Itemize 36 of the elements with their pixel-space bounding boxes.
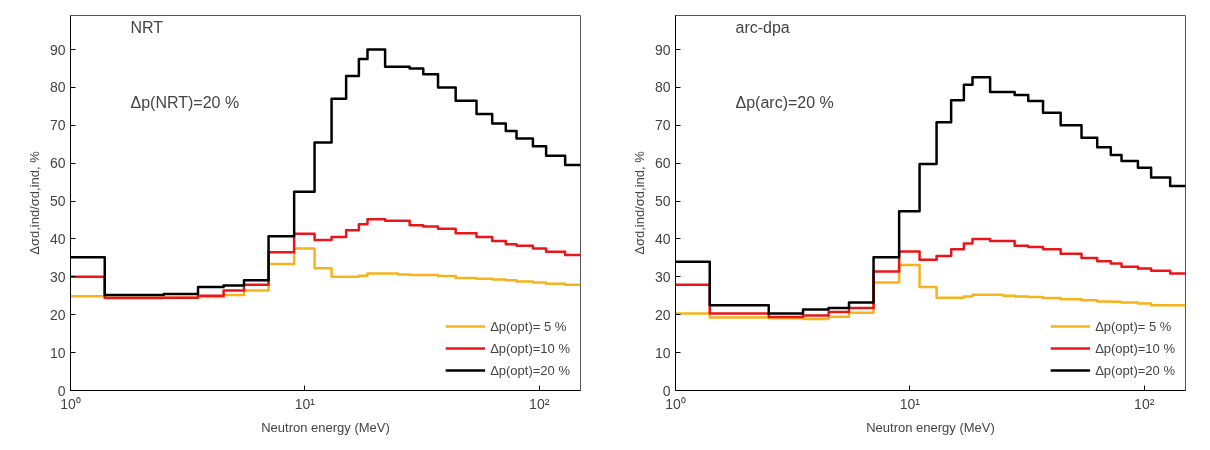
x-axis-title: Neutron energy (MeV) xyxy=(866,419,995,435)
y-axis-title: Δσd,ind/σd,ind, % xyxy=(631,150,647,255)
legend-label: Δp(opt)= 5 % xyxy=(490,318,567,334)
y-tick-label: 30 xyxy=(49,268,66,285)
legend-label: Δp(opt)=10 % xyxy=(490,340,570,356)
y-tick-label: 80 xyxy=(49,79,66,96)
legend-label: Δp(opt)=10 % xyxy=(1095,340,1175,356)
legend-label: Δp(opt)=20 % xyxy=(1095,362,1175,378)
annotation: Δp(arc)=20 % xyxy=(735,93,834,111)
y-tick-label: 90 xyxy=(49,41,66,58)
y-tick-label: 70 xyxy=(49,117,66,134)
x-tick-label: 10¹ xyxy=(294,395,316,412)
y-tick-label: 60 xyxy=(654,155,671,172)
y-tick-label: 10 xyxy=(49,344,66,361)
legend-label: Δp(opt)=20 % xyxy=(490,362,570,378)
legend-label: Δp(opt)= 5 % xyxy=(1095,318,1172,334)
y-tick-label: 40 xyxy=(654,230,671,247)
annotation: arc-dpa xyxy=(735,18,790,36)
annotation: NRT xyxy=(130,18,164,36)
x-tick-label: 10² xyxy=(529,395,550,412)
y-tick-label: 50 xyxy=(654,193,671,210)
y-tick-label: 40 xyxy=(49,230,66,247)
x-tick-label: 10¹ xyxy=(899,395,921,412)
y-tick-label: 50 xyxy=(49,193,66,210)
y-tick-label: 60 xyxy=(49,155,66,172)
y-tick-label: 20 xyxy=(654,306,671,323)
y-tick-label: 10 xyxy=(654,344,671,361)
x-tick-label: 10² xyxy=(1134,395,1155,412)
y-tick-label: 30 xyxy=(654,268,671,285)
y-tick-label: 90 xyxy=(654,41,671,58)
y-tick-label: 70 xyxy=(654,117,671,134)
y-tick-label: 80 xyxy=(654,79,671,96)
y-axis-title: Δσd,ind/σd,ind, % xyxy=(26,150,42,255)
x-axis-title: Neutron energy (MeV) xyxy=(261,419,390,435)
y-tick-label: 20 xyxy=(49,306,66,323)
annotation: Δp(NRT)=20 % xyxy=(130,93,240,111)
